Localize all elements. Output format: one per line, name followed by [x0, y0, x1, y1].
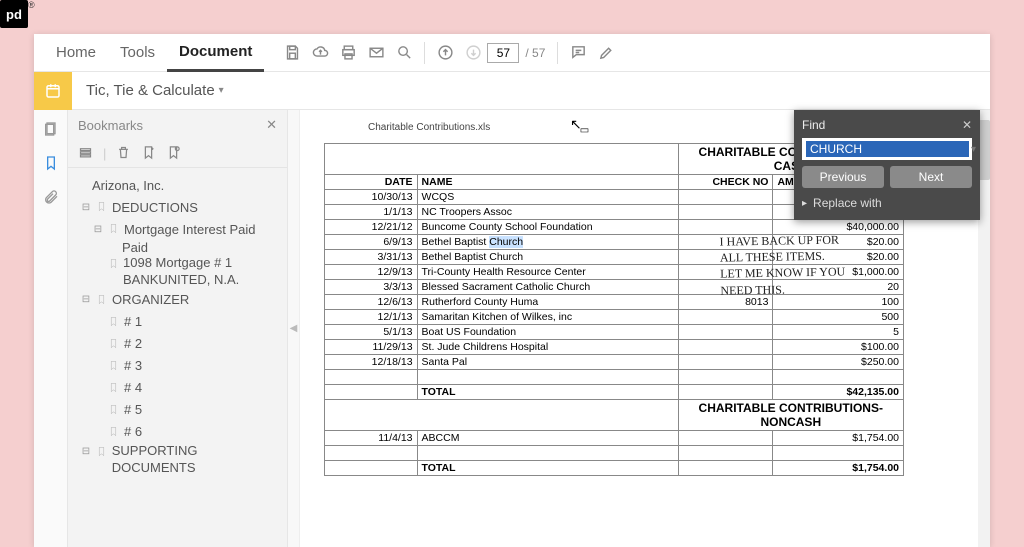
thumbnails-icon[interactable] — [40, 118, 62, 140]
search-icon[interactable] — [390, 39, 418, 67]
options-icon[interactable] — [78, 145, 93, 163]
col-date: DATE — [325, 175, 418, 190]
attachments-icon[interactable] — [40, 186, 62, 208]
table-row: 5/1/13Boat US Foundation5 — [325, 325, 904, 340]
bookmarks-title: Bookmarks — [78, 118, 143, 133]
left-rail — [34, 110, 68, 547]
chevron-down-icon: ▾ — [219, 85, 224, 96]
page-total: / 57 — [519, 46, 551, 60]
page-number-input[interactable]: 57 — [487, 43, 519, 63]
bookmarks-panel: Bookmarks ✕ | Arizona, Inc. ⊟DEDUCTIONS … — [68, 110, 288, 547]
table-row: 11/4/13ABCCM$1,754.00 — [325, 431, 904, 446]
find-title: Find — [802, 118, 825, 132]
total2-label: TOTAL — [417, 461, 678, 476]
total2-value: $1,754.00 — [773, 461, 904, 476]
tree-organizer[interactable]: ⊟ORGANIZER — [74, 289, 283, 311]
ribbon: Tic, Tie & Calculate ▾ — [34, 72, 990, 110]
registered-mark: ® — [28, 0, 35, 10]
replace-toggle[interactable]: ▸ Replace with — [802, 196, 972, 210]
tree-n4[interactable]: # 4 — [74, 377, 283, 399]
cloud-upload-icon[interactable] — [306, 39, 334, 67]
replace-label: Replace with — [813, 196, 882, 210]
menu-tools[interactable]: Tools — [108, 34, 167, 72]
highlight-icon[interactable] — [592, 39, 620, 67]
tree-mortgage[interactable]: ⊟Mortgage Interest Paid — [74, 218, 283, 240]
menu-home[interactable]: Home — [44, 34, 108, 72]
chevron-right-icon: ▸ — [802, 198, 807, 209]
tree-1098[interactable]: 1098 Mortgage # 1 BANKUNITED, N.A. — [74, 255, 283, 289]
tree-n5[interactable]: # 5 — [74, 399, 283, 421]
table-row: 12/1/13Samaritan Kitchen of Wilkes, inc5… — [325, 310, 904, 325]
find-panel: Find ✕ ▾ Previous Next ▸ Replace with — [794, 110, 980, 220]
bookmark-add-icon[interactable] — [141, 145, 156, 163]
table-row: 12/6/13Rutherford County Huma8013100 — [325, 295, 904, 310]
menu-document[interactable]: Document — [167, 34, 264, 72]
find-input-row: ▾ — [802, 138, 972, 160]
tree-n6[interactable]: # 6 — [74, 421, 283, 443]
save-icon[interactable] — [278, 39, 306, 67]
bookmarks-icon[interactable] — [40, 152, 62, 174]
page-down-icon[interactable] — [459, 39, 487, 67]
bookmark-star-icon[interactable] — [166, 145, 181, 163]
tree-mortgage-paid: Paid — [74, 240, 283, 255]
menubar: Home Tools Document 57 / 57 — [34, 34, 990, 72]
app-logo: pd — [0, 0, 28, 28]
close-panel-icon[interactable]: ✕ — [266, 117, 277, 133]
tree-supporting[interactable]: ⊟SUPPORTING DOCUMENTS — [74, 443, 283, 477]
bookmarks-tree: Arizona, Inc. ⊟DEDUCTIONS ⊟Mortgage Inte… — [68, 168, 287, 547]
table-row: 12/18/13Santa Pal$250.00 — [325, 355, 904, 370]
handwritten-note: I HAVE BACK UP FOR ALL THESE ITEMS. LET … — [719, 230, 910, 298]
table-row: 11/29/13St. Jude Childrens Hospital$100.… — [325, 340, 904, 355]
mail-icon[interactable] — [362, 39, 390, 67]
page-up-icon[interactable] — [431, 39, 459, 67]
total-label: TOTAL — [417, 385, 678, 400]
ribbon-label-text: Tic, Tie & Calculate — [86, 82, 215, 99]
col-check: CHECK NO — [678, 175, 773, 190]
section2-title: CHARITABLE CONTRIBUTIONS-NONCASH — [678, 400, 903, 431]
tree-root[interactable]: Arizona, Inc. — [74, 174, 283, 196]
find-dropdown-icon[interactable]: ▾ — [969, 144, 978, 155]
print-icon[interactable] — [334, 39, 362, 67]
calendar-icon[interactable] — [34, 72, 72, 110]
tree-n2[interactable]: # 2 — [74, 333, 283, 355]
close-icon[interactable]: ✕ — [962, 118, 972, 132]
find-previous-button[interactable]: Previous — [802, 166, 884, 188]
ribbon-dropdown[interactable]: Tic, Tie & Calculate ▾ — [72, 82, 238, 99]
comment-icon[interactable] — [564, 39, 592, 67]
find-next-button[interactable]: Next — [890, 166, 972, 188]
collapse-sidebar-icon[interactable]: ◀ — [288, 110, 300, 547]
trash-icon[interactable] — [116, 145, 131, 163]
tree-n3[interactable]: # 3 — [74, 355, 283, 377]
col-name: NAME — [417, 175, 678, 190]
tree-n1[interactable]: # 1 — [74, 311, 283, 333]
bookmarks-tools: | — [68, 140, 287, 168]
tree-deductions[interactable]: ⊟DEDUCTIONS — [74, 196, 283, 218]
total-value: $42,135.00 — [773, 385, 904, 400]
find-input[interactable] — [806, 141, 969, 157]
